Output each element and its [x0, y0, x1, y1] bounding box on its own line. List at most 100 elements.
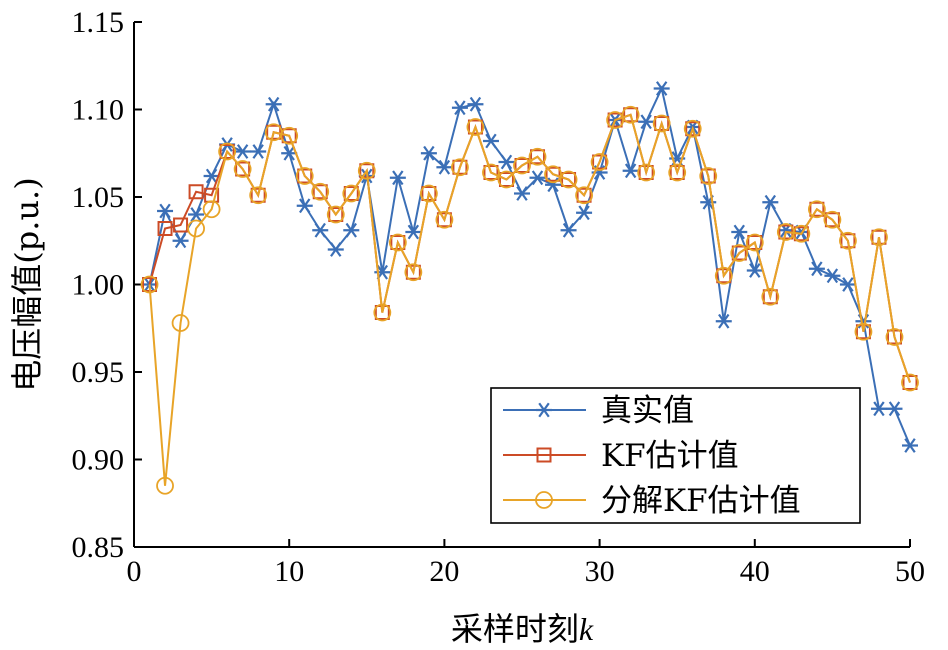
- data-point-asterisk: [529, 170, 546, 186]
- data-point-square: [328, 207, 344, 222]
- data-point-circle: [668, 163, 687, 182]
- data-point-circle: [326, 205, 345, 224]
- data-point-circle: [854, 322, 873, 341]
- data-point-square: [343, 186, 359, 201]
- data-point-square: [297, 168, 313, 184]
- data-point-circle: [404, 263, 423, 282]
- data-point-circle: [761, 287, 780, 306]
- data-point-square: [514, 158, 530, 173]
- x-tick-label: 50: [895, 555, 925, 588]
- y-tick-label: 0.85: [72, 531, 125, 564]
- data-point-square: [467, 119, 483, 135]
- y-tick-label: 1.10: [72, 94, 125, 127]
- x-axis-title-variable: k: [579, 611, 594, 647]
- data-point-circle: [156, 476, 174, 495]
- data-point-circle: [839, 231, 857, 250]
- data-point-square: [809, 201, 825, 217]
- data-point-circle: [745, 233, 764, 252]
- data-point-asterisk: [172, 233, 189, 249]
- data-point-square: [219, 144, 235, 159]
- data-point-asterisk: [296, 198, 313, 214]
- data-point-square: [157, 221, 173, 236]
- data-point-circle: [342, 184, 361, 203]
- data-point-circle: [497, 170, 516, 189]
- data-point-circle: [885, 328, 904, 346]
- data-point-asterisk: [343, 222, 360, 238]
- data-point-square: [561, 172, 577, 187]
- data-point-circle: [699, 167, 718, 185]
- data-point-asterisk: [808, 261, 825, 277]
- data-point-circle: [357, 161, 376, 180]
- data-point-square: [173, 217, 189, 233]
- data-point-circle: [730, 244, 749, 262]
- data-point-square: [592, 154, 608, 170]
- data-point-asterisk: [715, 313, 732, 329]
- data-point-asterisk: [203, 168, 220, 184]
- data-point-asterisk: [250, 144, 267, 159]
- y-tick-label: 1.00: [72, 269, 125, 302]
- data-point-square: [390, 235, 406, 250]
- data-point-square: [250, 187, 266, 203]
- data-point-circle: [544, 165, 562, 184]
- data-point-asterisk: [467, 96, 484, 112]
- x-tick-label: 40: [740, 555, 770, 588]
- data-point-circle: [187, 219, 205, 238]
- data-point-square: [669, 165, 685, 180]
- y-tick-label: 1.05: [72, 181, 125, 214]
- data-point-asterisk: [886, 401, 903, 417]
- data-point-circle: [792, 224, 811, 243]
- data-point-square: [530, 149, 546, 165]
- data-point-asterisk: [762, 194, 779, 210]
- data-point-circle: [823, 210, 842, 229]
- data-point-asterisk: [622, 163, 639, 179]
- data-point-asterisk: [638, 114, 655, 130]
- data-point-square: [654, 116, 670, 131]
- x-tick-label: 0: [127, 555, 142, 588]
- series-1: [141, 81, 918, 453]
- data-point-circle: [233, 160, 252, 178]
- x-tick-label: 30: [585, 555, 615, 588]
- data-point-circle: [590, 153, 609, 171]
- data-point-square: [855, 324, 871, 340]
- x-axis-title-text: 采样时刻: [451, 610, 579, 648]
- data-point-square: [235, 161, 251, 177]
- data-point-circle: [535, 491, 553, 509]
- y-axis-title: 电压幅值(p.u.): [8, 177, 46, 391]
- data-point-circle: [528, 147, 547, 166]
- data-point-square: [405, 264, 421, 280]
- data-point-square: [576, 187, 592, 203]
- data-point-circle: [140, 275, 159, 294]
- data-point-circle: [621, 105, 640, 124]
- data-point-square: [747, 235, 763, 250]
- data-point-circle: [451, 158, 469, 177]
- data-point-circle: [513, 156, 531, 175]
- legend-label: KF估计值: [601, 438, 739, 474]
- data-point-square: [902, 375, 918, 390]
- data-point-asterisk: [157, 203, 174, 219]
- data-point-circle: [637, 163, 656, 182]
- data-point-asterisk: [451, 100, 468, 116]
- y-tick-label: 0.90: [72, 444, 125, 477]
- data-point-asterisk: [482, 133, 499, 149]
- data-point-asterisk: [902, 438, 918, 453]
- y-tick-label: 1.15: [72, 6, 125, 39]
- data-point-square: [536, 447, 552, 463]
- data-point-circle: [295, 167, 314, 185]
- data-point-circle: [683, 119, 702, 138]
- data-point-circle: [171, 314, 190, 332]
- data-point-circle: [807, 200, 826, 219]
- data-point-asterisk: [265, 96, 282, 112]
- data-point-circle: [870, 228, 888, 247]
- data-point-square: [731, 245, 747, 261]
- data-point-circle: [280, 126, 299, 145]
- legend-entry: 真实值: [503, 393, 694, 429]
- data-point-square: [498, 172, 514, 187]
- axes: 0 10 20 30 40 50 0.85 0.90 0.95 1.00 1.05 1.10 1.15 采…: [8, 6, 925, 648]
- data-point-asterisk: [498, 154, 515, 170]
- data-point-asterisk: [188, 207, 205, 222]
- data-point-square: [452, 159, 468, 175]
- data-point-asterisk: [536, 402, 552, 418]
- data-point-circle: [606, 111, 625, 129]
